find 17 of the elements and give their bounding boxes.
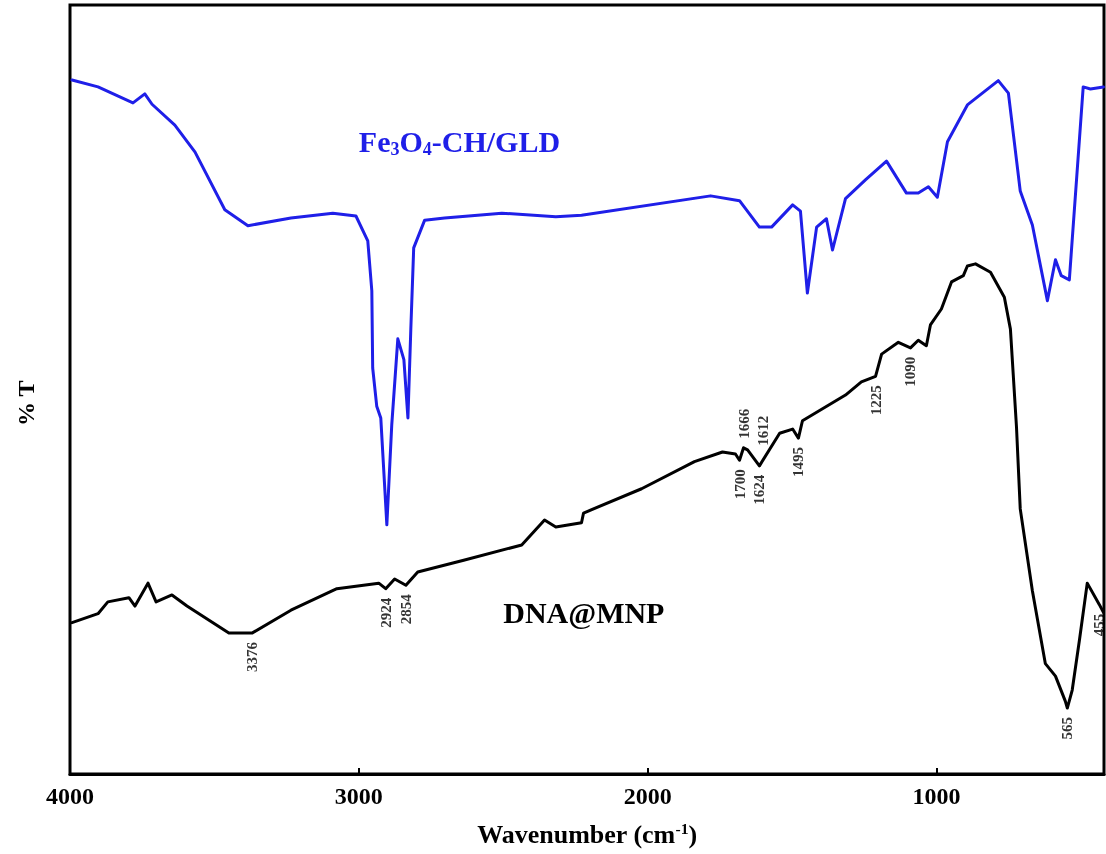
- y-axis-title: % T: [13, 380, 39, 427]
- annotation: 3376: [243, 641, 260, 673]
- x-tick-label: 3000: [334, 783, 383, 809]
- annotation: 1090: [902, 356, 919, 387]
- x-tick-label: 1000: [912, 783, 961, 809]
- annotation: 1225: [867, 385, 884, 416]
- annotation: 1700: [731, 469, 748, 500]
- annotation: 565: [1059, 717, 1076, 740]
- annotation: 2924: [377, 597, 394, 628]
- x-tick-label: 4000: [46, 783, 94, 809]
- series-label: DNA@MNP: [503, 595, 665, 629]
- annotation: 1495: [790, 447, 807, 478]
- annotation: 2854: [397, 593, 414, 625]
- annotation: 1624: [751, 474, 768, 505]
- x-tick-label: 2000: [623, 783, 672, 809]
- annotation: 1666: [735, 408, 752, 439]
- annotation: 1612: [755, 415, 772, 446]
